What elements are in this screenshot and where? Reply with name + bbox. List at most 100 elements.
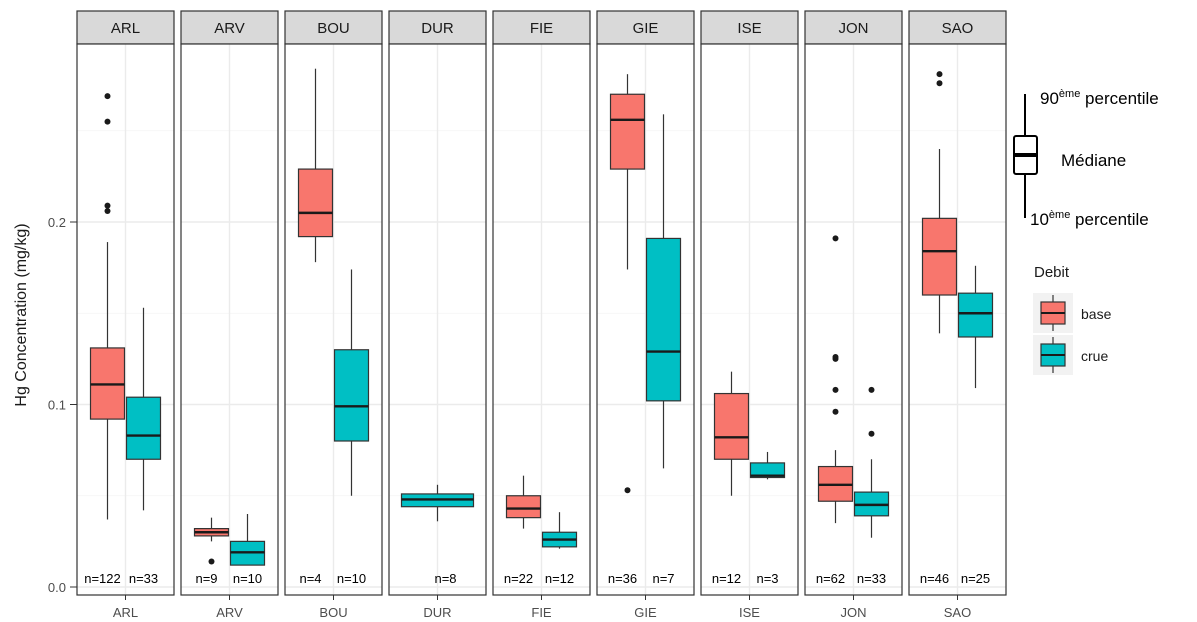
facet-strip-label: ISE bbox=[737, 20, 761, 37]
sample-size-label: n=33 bbox=[857, 571, 886, 586]
outlier-point bbox=[624, 487, 631, 494]
outlier-point bbox=[936, 80, 943, 87]
x-tick-label: JON bbox=[841, 605, 867, 620]
facet-strip-label: DUR bbox=[421, 20, 454, 37]
x-tick-label: BOU bbox=[319, 605, 347, 620]
legend-title: Debit bbox=[1034, 264, 1070, 281]
key-90th-percentile-label: 90ème percentile bbox=[1040, 88, 1159, 108]
y-tick-label: 0.0 bbox=[48, 580, 66, 595]
outlier-point bbox=[832, 386, 839, 393]
facet-strip bbox=[908, 10, 1007, 45]
legend: Debit base crue bbox=[1033, 264, 1112, 375]
sample-size-label: n=22 bbox=[504, 571, 533, 586]
facet-panel-dur: DUR n=8 DUR bbox=[388, 10, 487, 620]
outlier-point bbox=[832, 354, 839, 361]
facet-strip-label: BOU bbox=[317, 20, 350, 37]
outlier-point bbox=[868, 430, 875, 437]
outlier-point bbox=[868, 386, 875, 393]
sample-size-label: n=3 bbox=[756, 571, 778, 586]
sample-size-label: n=33 bbox=[129, 571, 158, 586]
x-tick-label: ISE bbox=[739, 605, 760, 620]
x-tick-label: FIE bbox=[531, 605, 552, 620]
facet-panel-sao: SAO n=46 n=25 SAO bbox=[908, 10, 1007, 620]
box-crue: n=12 bbox=[541, 512, 578, 586]
facet-strip-label: FIE bbox=[530, 20, 553, 37]
x-tick-label: ARL bbox=[113, 605, 138, 620]
x-tick-label: GIE bbox=[634, 605, 657, 620]
sample-size-label: n=36 bbox=[608, 571, 637, 586]
facet-strip-label: JON bbox=[839, 20, 869, 37]
x-tick-label: ARV bbox=[216, 605, 243, 620]
y-tick-label: 0.2 bbox=[48, 215, 66, 230]
iqr-box bbox=[609, 93, 646, 170]
box-crue: n=3 bbox=[749, 451, 786, 586]
facet-panel-arv: ARV n=9 n=10 ARV bbox=[180, 10, 279, 620]
box-crue: n=8 bbox=[400, 484, 475, 586]
facet-strip bbox=[492, 10, 591, 45]
sample-size-label: n=46 bbox=[920, 571, 949, 586]
sample-size-label: n=7 bbox=[652, 571, 674, 586]
outlier-point bbox=[832, 408, 839, 415]
box-base: n=4 bbox=[297, 68, 334, 586]
sample-size-label: n=10 bbox=[233, 571, 262, 586]
facet-strip bbox=[180, 10, 279, 45]
outlier-point bbox=[104, 208, 111, 215]
facet-panel-gie: GIE n=36 n=7 GIE bbox=[596, 10, 695, 620]
sample-size-label: n=10 bbox=[337, 571, 366, 586]
outlier-point bbox=[936, 71, 943, 78]
facet-strip bbox=[76, 10, 175, 45]
facet-strip bbox=[700, 10, 799, 45]
sample-size-label: n=12 bbox=[712, 571, 741, 586]
iqr-box bbox=[713, 392, 750, 460]
box-crue: n=33 bbox=[853, 386, 890, 586]
sample-size-label: n=25 bbox=[961, 571, 990, 586]
sample-size-label: n=62 bbox=[816, 571, 845, 586]
box-crue: n=7 bbox=[645, 114, 682, 586]
iqr-box bbox=[505, 495, 542, 519]
facet-strip-label: ARV bbox=[214, 20, 245, 37]
iqr-box bbox=[645, 237, 682, 402]
outlier-point bbox=[104, 118, 111, 125]
facet-strip bbox=[284, 10, 383, 45]
sample-size-label: n=12 bbox=[545, 571, 574, 586]
sample-size-label: n=8 bbox=[434, 571, 456, 586]
box-crue: n=10 bbox=[229, 514, 266, 586]
facet-panel-fie: FIE n=22 n=12 FIE bbox=[492, 10, 591, 620]
facet-strip bbox=[388, 10, 487, 45]
facet-strip-label: SAO bbox=[942, 20, 974, 37]
legend-item-crue: crue bbox=[1033, 335, 1108, 375]
iqr-box bbox=[957, 292, 994, 338]
facet-panel-jon: JON n=62 n=33 JON bbox=[804, 10, 903, 620]
box-base: n=12 bbox=[712, 371, 750, 586]
outlier-point bbox=[104, 202, 111, 209]
x-tick-label: DUR bbox=[423, 605, 451, 620]
iqr-box bbox=[125, 396, 162, 460]
iqr-box bbox=[921, 217, 958, 296]
facet-panel-ise: ISE n=12 n=3 ISE bbox=[700, 10, 799, 620]
iqr-box bbox=[749, 462, 786, 479]
key-10th-percentile-label: 10ème percentile bbox=[1030, 209, 1149, 229]
iqr-box bbox=[297, 168, 334, 238]
y-axis: 0.0 0.1 0.2 bbox=[48, 215, 77, 595]
boxplot-key: 90ème percentile Médiane 10ème percentil… bbox=[1013, 88, 1159, 229]
box-base: n=122 bbox=[84, 93, 126, 586]
legend-item-base: base bbox=[1033, 293, 1112, 333]
outlier-point bbox=[832, 235, 839, 242]
iqr-box bbox=[333, 349, 370, 442]
box-base: n=22 bbox=[504, 475, 542, 586]
facet-panel-arl: ARL n=122 n=33 ARL bbox=[76, 10, 175, 620]
y-tick-label: 0.1 bbox=[48, 398, 66, 413]
box-crue: n=25 bbox=[957, 265, 994, 586]
legend-item-label: base bbox=[1081, 306, 1112, 322]
facet-strip bbox=[804, 10, 903, 45]
outlier-point bbox=[208, 558, 215, 565]
box-base: n=62 bbox=[816, 235, 854, 586]
facet-strip-label: ARL bbox=[111, 20, 140, 37]
box-crue: n=33 bbox=[125, 307, 162, 586]
box-base: n=36 bbox=[608, 74, 646, 586]
outlier-point bbox=[104, 93, 111, 100]
sample-size-label: n=4 bbox=[299, 571, 321, 586]
key-median-label: Médiane bbox=[1061, 151, 1126, 170]
